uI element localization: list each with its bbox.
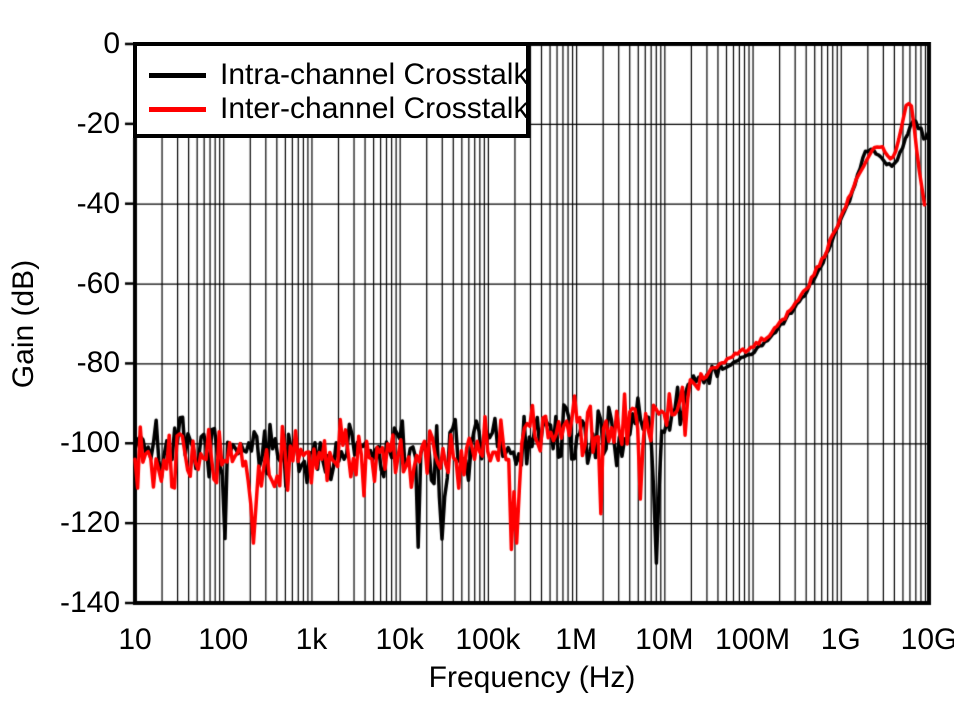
x-tick-label: 10k — [375, 623, 424, 656]
x-tick-label: 1G — [820, 623, 861, 656]
x-tick-label: 100M — [715, 623, 791, 656]
x-tick-label: 100k — [455, 623, 521, 656]
y-tick-label: 0 — [103, 27, 120, 60]
legend-label-intra: Intra-channel Crosstalk — [220, 58, 529, 91]
y-tick-label: -80 — [76, 346, 120, 380]
legend-row-intra: Intra-channel Crosstalk — [137, 58, 529, 92]
y-tick-label: -140 — [59, 586, 120, 619]
x-tick-label: 100 — [198, 623, 249, 656]
y-tick-label: -100 — [59, 426, 120, 460]
x-tick-label: 10G — [900, 623, 954, 656]
y-tick-label: -40 — [76, 186, 120, 220]
y-tick-label: -20 — [76, 106, 120, 140]
y-tick-label: -120 — [59, 506, 120, 540]
x-tick-label: 10M — [635, 623, 694, 656]
x-tick-label: 1k — [295, 623, 328, 656]
intra-channel-line-sample — [149, 72, 206, 78]
y-tick-label: -60 — [76, 266, 120, 300]
legend-row-inter: Inter-channel Crosstalk — [137, 92, 529, 126]
x-tick-label: 1M — [555, 623, 597, 656]
legend: Intra-channel Crosstalk Inter-channel Cr… — [133, 42, 530, 138]
legend-label-inter: Inter-channel Crosstalk — [220, 92, 529, 125]
inter-channel-line-sample — [149, 106, 206, 112]
y-axis-title: Gain (dB) — [7, 259, 40, 388]
x-tick-label: 10 — [118, 623, 152, 656]
x-axis-title: Frequency (Hz) — [428, 661, 636, 694]
